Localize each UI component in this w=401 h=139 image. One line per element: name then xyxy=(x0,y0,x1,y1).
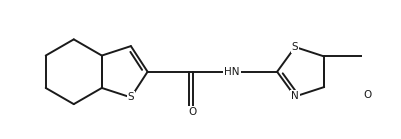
Text: S: S xyxy=(127,92,134,102)
Text: O: O xyxy=(363,90,371,100)
Text: N: N xyxy=(290,91,298,101)
Text: HN: HN xyxy=(224,67,239,77)
Text: O: O xyxy=(188,107,196,117)
Text: S: S xyxy=(291,42,298,52)
Text: O: O xyxy=(400,51,401,61)
